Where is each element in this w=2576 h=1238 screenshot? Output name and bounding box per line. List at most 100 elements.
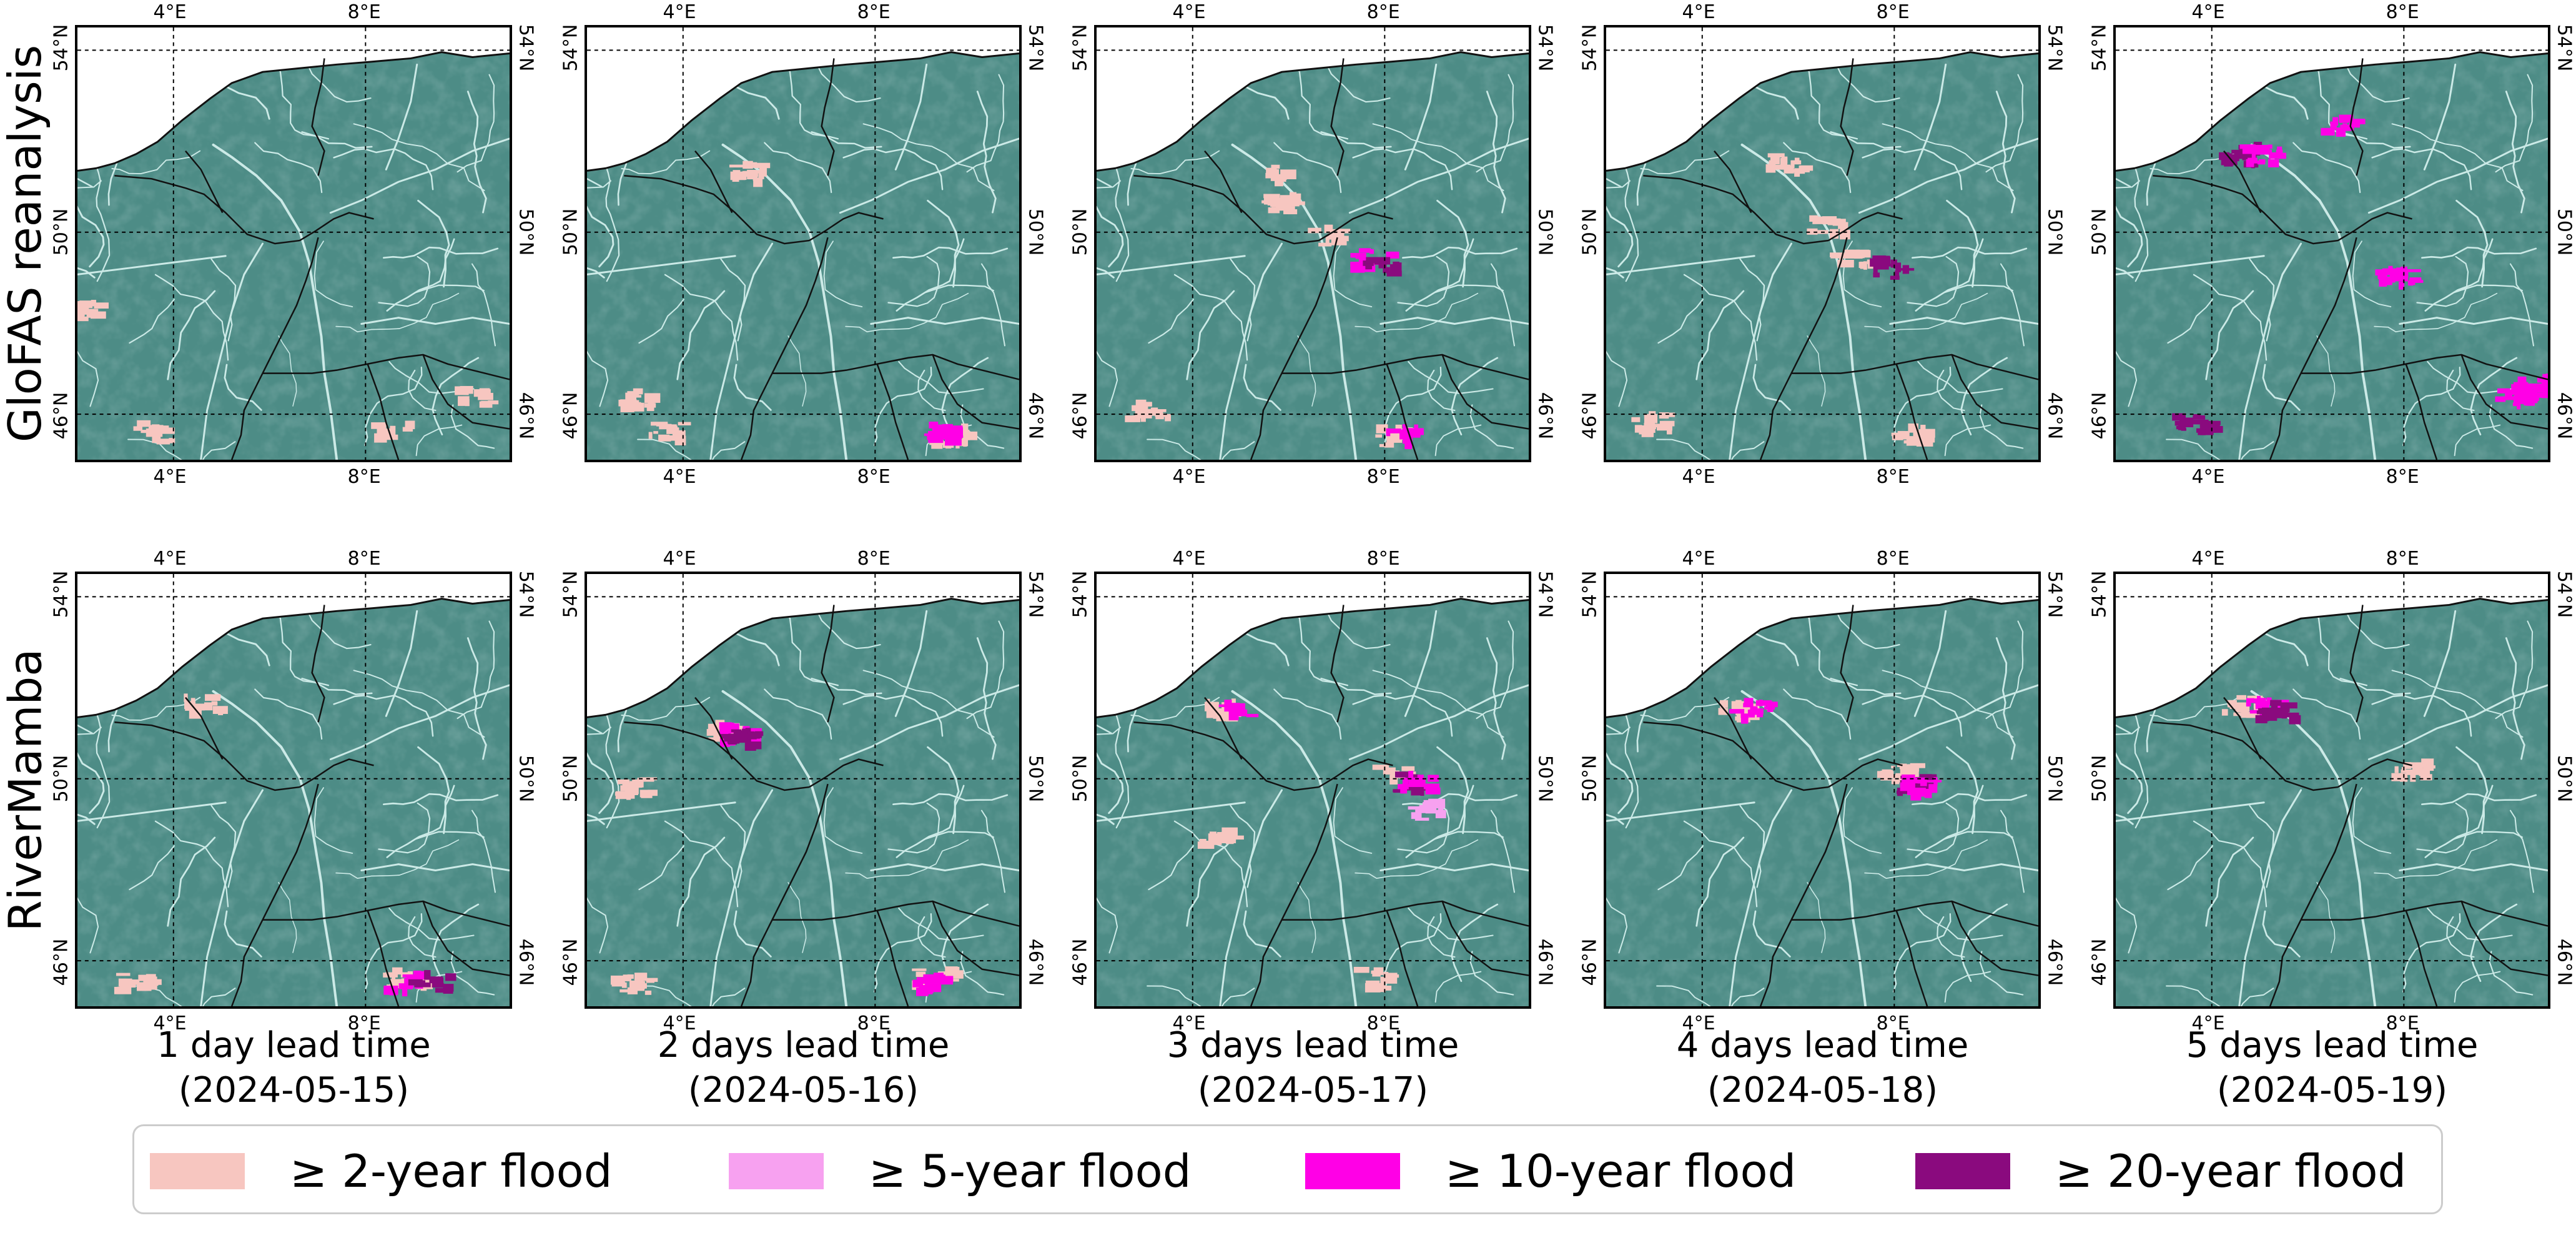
- flood-patch: [928, 984, 935, 991]
- flood-patch: [1386, 270, 1402, 277]
- flood-patch: [1774, 164, 1791, 170]
- lat-tick-label-right: 50°N: [515, 755, 537, 802]
- flood-patch: [626, 404, 640, 412]
- river-line: [1683, 274, 1758, 361]
- flood-patch: [1411, 786, 1423, 796]
- flood-patch: [2346, 114, 2354, 122]
- border-line: [1759, 919, 1792, 1006]
- sea-area: [2116, 574, 2548, 718]
- river-line: [2424, 238, 2494, 312]
- flood-patch: [116, 973, 131, 976]
- river-line: [1219, 242, 1283, 460]
- border-line: [772, 354, 1019, 380]
- flood-patch: [1898, 268, 1915, 271]
- river-line: [1325, 61, 1391, 103]
- flood-patch: [1393, 261, 1399, 269]
- flood-patch: [1268, 169, 1280, 177]
- flood-patch: [1231, 698, 1236, 706]
- lat-tick-label-right: 46°N: [1024, 392, 1047, 440]
- flood-patch: [1918, 438, 1932, 445]
- river-line: [1917, 908, 2003, 941]
- river-line: [1173, 820, 1248, 908]
- border-line: [821, 58, 835, 176]
- flood-patches: [1718, 698, 1942, 801]
- flood-patch: [2270, 700, 2282, 705]
- border-line: [932, 354, 1019, 430]
- flood-patch: [1318, 242, 1332, 247]
- flood-patch: [2339, 114, 2349, 123]
- flood-patch: [1729, 709, 1745, 714]
- river-line: [388, 908, 475, 941]
- flood-patch: [2271, 152, 2278, 158]
- river-line: [1913, 63, 1947, 171]
- row-title-rivermamba-label: RiverMamba: [0, 648, 51, 932]
- lon-tick-label-bottom: 4°E: [2191, 466, 2225, 488]
- flood-patch: [2523, 385, 2536, 390]
- river-line: [1656, 985, 1767, 1006]
- lon-tick-label-top: 4°E: [2191, 548, 2225, 570]
- flood-patch: [1794, 168, 1800, 177]
- river-line: [1606, 897, 1628, 954]
- flood-patch: [2421, 758, 2434, 766]
- river-line: [1907, 802, 1960, 854]
- lat-tick-label-right: 54°N: [515, 570, 537, 618]
- river-line: [1434, 284, 1504, 294]
- lat-tick-label-left: 46°N: [1069, 392, 1092, 440]
- flood-patch: [77, 312, 84, 318]
- flood-patch: [392, 976, 396, 981]
- lat-tick-label-right: 54°N: [2553, 570, 2575, 618]
- river-line: [1273, 688, 1342, 740]
- border-line: [772, 900, 1019, 927]
- river-line: [1740, 690, 1867, 1006]
- river-line: [720, 258, 746, 342]
- graticule: [2116, 574, 2548, 1006]
- flood-patch: [2239, 706, 2249, 713]
- flood-patch: [1767, 153, 1785, 157]
- flood-patches: [1631, 153, 1935, 447]
- flood-patches: [610, 720, 964, 996]
- flood-patch: [424, 969, 431, 980]
- flood-patch: [1649, 423, 1663, 428]
- river-line: [1657, 299, 1704, 344]
- river-line: [1397, 255, 1450, 307]
- river-line: [1606, 752, 1634, 815]
- river-line: [335, 839, 460, 879]
- flood-patch: [1209, 831, 1216, 839]
- river-line: [709, 242, 774, 460]
- flood-patch: [2199, 423, 2210, 430]
- lat-tick-label-right: 46°N: [2043, 392, 2066, 440]
- flood-patch: [81, 307, 89, 315]
- river-line: [129, 845, 175, 891]
- river-line: [77, 206, 105, 268]
- river-line: [2167, 845, 2214, 891]
- flood-patch: [2255, 716, 2269, 721]
- river-line: [960, 951, 1005, 996]
- flood-patch: [2231, 149, 2247, 154]
- flood-patch: [1897, 790, 1910, 795]
- river-line: [1862, 148, 1963, 191]
- river-line: [2427, 908, 2513, 941]
- border-line: [2460, 354, 2548, 430]
- river-line: [1730, 988, 1765, 1006]
- river-line: [278, 335, 297, 407]
- flood-patch: [627, 391, 635, 397]
- river-line: [2416, 802, 2469, 854]
- lat-tick-label-left: 46°N: [50, 939, 72, 986]
- flood-patch: [629, 402, 641, 407]
- lon-tick-label-bottom: 8°E: [1366, 1013, 1400, 1034]
- river-line: [111, 150, 201, 175]
- border-line: [1441, 901, 1529, 976]
- lat-tick-label-left: 50°N: [1069, 755, 1092, 802]
- coastline: [1097, 51, 1529, 172]
- flood-patch: [641, 795, 653, 798]
- flood-patch: [1403, 436, 1412, 444]
- river-line: [1730, 441, 1765, 460]
- flood-patch: [644, 990, 652, 995]
- map-panel: 4°E 4°E 8°E 8°E 54°N 54°N 50°N 50°N 46°N 46°N: [1579, 548, 2066, 1034]
- graticule: [77, 27, 510, 460]
- river-network: [1097, 574, 1529, 1006]
- river-line: [77, 726, 102, 735]
- border-line: [230, 373, 264, 460]
- flood-patch: [2497, 388, 2510, 394]
- river-line: [1937, 369, 1965, 412]
